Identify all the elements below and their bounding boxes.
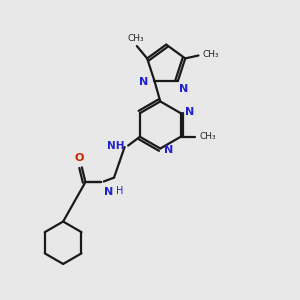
Text: H: H bbox=[116, 186, 123, 196]
Text: O: O bbox=[75, 153, 84, 163]
Text: NH: NH bbox=[106, 142, 124, 152]
Text: N: N bbox=[179, 84, 189, 94]
Text: N: N bbox=[104, 188, 114, 197]
Text: N: N bbox=[164, 145, 174, 155]
Text: N: N bbox=[185, 107, 194, 117]
Text: CH₃: CH₃ bbox=[127, 34, 144, 43]
Text: CH₃: CH₃ bbox=[202, 50, 219, 58]
Text: CH₃: CH₃ bbox=[200, 132, 217, 141]
Text: N: N bbox=[139, 77, 148, 87]
